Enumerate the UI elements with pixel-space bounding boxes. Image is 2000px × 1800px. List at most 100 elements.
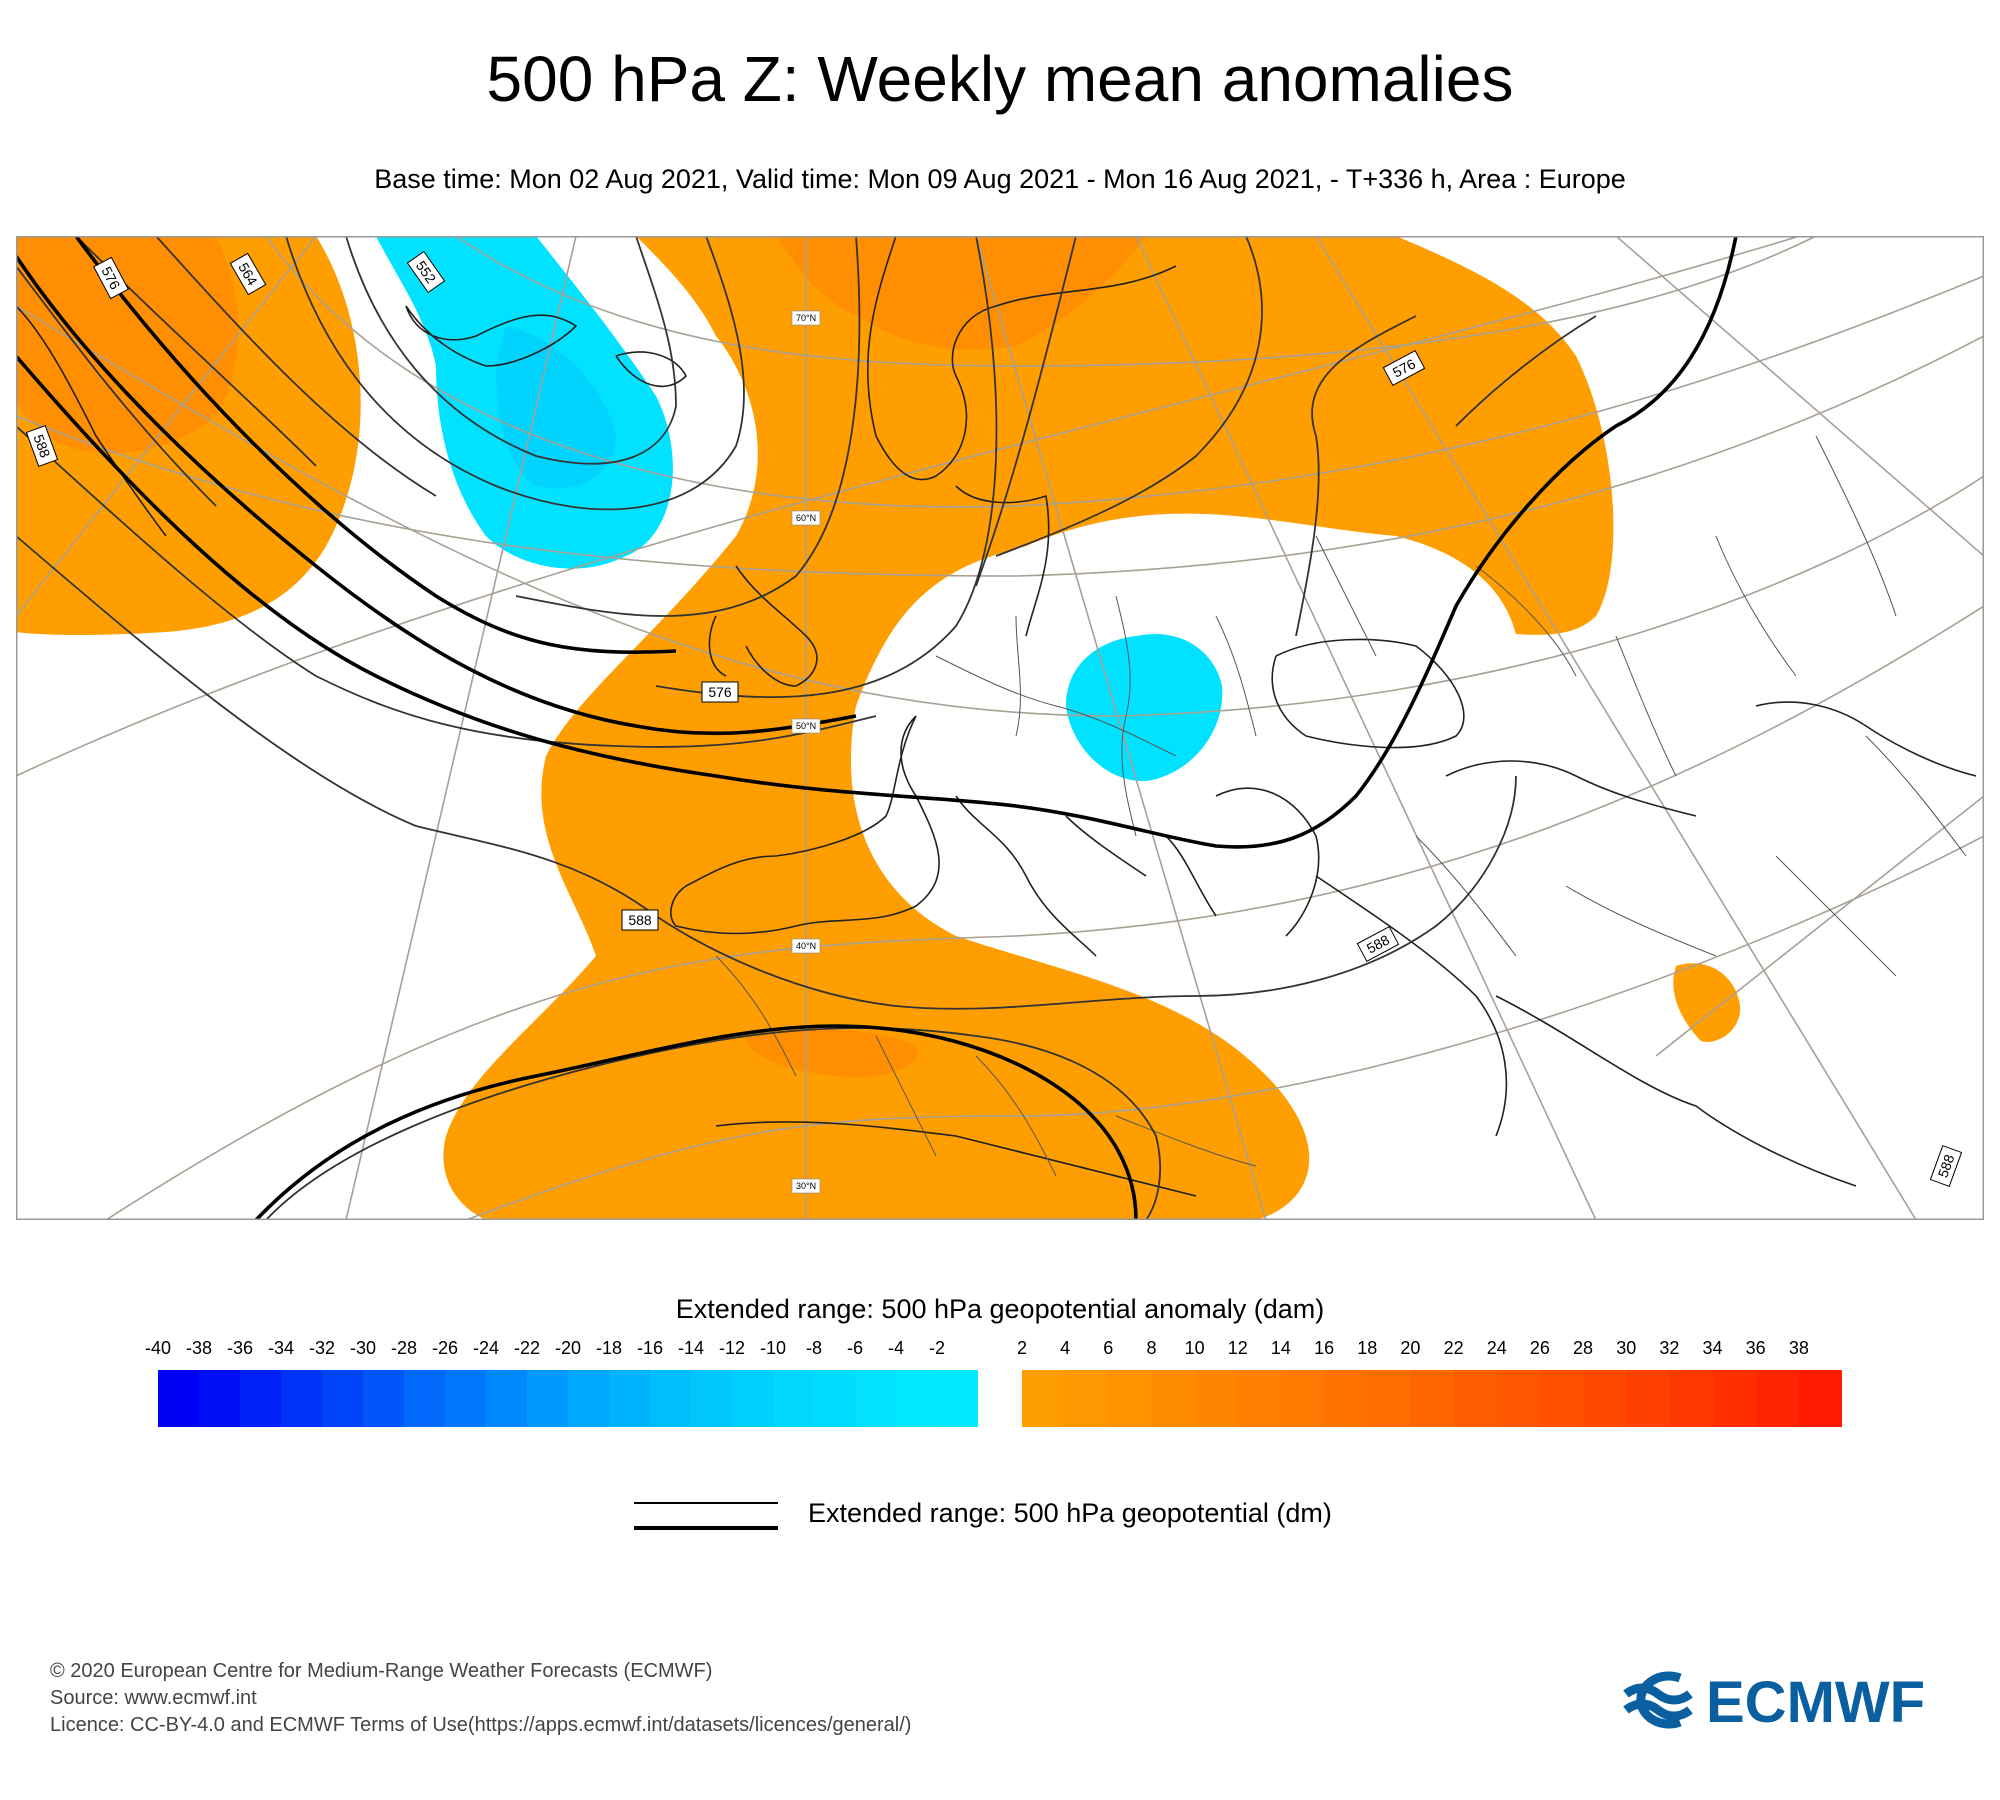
colorbar-swatch [1583, 1370, 1627, 1427]
colorbar-tick: 4 [1060, 1338, 1071, 1358]
colorbar-swatch [1410, 1370, 1454, 1427]
colorbar-swatch [650, 1370, 691, 1427]
colorbar-tick: 2 [1016, 1338, 1028, 1358]
colorbar-swatch [1712, 1370, 1756, 1427]
colorbar-swatch [404, 1370, 445, 1427]
colorbar-swatch [1022, 1370, 1066, 1427]
ecmwf-logo: ECMWF [1623, 1670, 1925, 1735]
colorbar-tick: 12 [1227, 1338, 1248, 1358]
anomaly-area-middle-east [1673, 963, 1741, 1042]
colorbar-tick: -38 [185, 1338, 213, 1358]
colorbar-tick: -16 [636, 1338, 664, 1358]
colorbar-swatch [1496, 1370, 1540, 1427]
colorbar-swatch [1280, 1370, 1325, 1427]
colorbar-tick: -22 [513, 1338, 541, 1358]
colorbar-swatch [1626, 1370, 1670, 1427]
colorbar-tick: 22 [1443, 1338, 1464, 1358]
colorbar-swatch [158, 1370, 199, 1427]
colorbar-tick: 34 [1702, 1338, 1723, 1358]
colorbar-swatch [1237, 1370, 1281, 1427]
colorbar-swatch [937, 1370, 978, 1427]
geopotential-contours [16, 236, 1597, 1220]
colorbar-swatch [568, 1370, 609, 1427]
coastlines [16, 236, 1977, 1197]
colorbar-tick: -10 [759, 1338, 787, 1358]
colorbar-swatch [1151, 1370, 1195, 1427]
colorbar-tick: 36 [1745, 1338, 1766, 1358]
country-borders [715, 435, 1967, 1177]
colorbar-tick: 28 [1573, 1338, 1594, 1358]
colorbar-swatch [691, 1370, 732, 1427]
colorbar-negative [158, 1370, 978, 1427]
map-frame [16, 236, 1984, 1220]
colorbar-ticks: -40 -38 -36 -34 -32 -30 -28 -26 -24 -22 -20 -18 -16-… [0, 1338, 2000, 1362]
contour-label: 576 [708, 684, 732, 700]
colorbar-tick: -2 [928, 1338, 946, 1358]
colorbar-swatch [1194, 1370, 1238, 1427]
colorbar-tick: -34 [267, 1338, 295, 1358]
colorbar-swatch [1065, 1370, 1109, 1427]
colorbar-tick: -32 [308, 1338, 336, 1358]
colorbar-tick: -30 [349, 1338, 377, 1358]
colorbar-tick: 32 [1659, 1338, 1680, 1358]
colorbar-swatch [281, 1370, 322, 1427]
contour-label: 588 [628, 912, 652, 928]
colorbar-tick: 30 [1616, 1338, 1637, 1358]
colorbar-tick: 6 [1103, 1338, 1114, 1358]
colorbar-swatch [1108, 1370, 1152, 1427]
latitude-labels: 70°N 60°N 50°N 40°N 30°N [791, 310, 821, 1194]
colorbar-tick: -12 [718, 1338, 746, 1358]
colorbar-swatch [363, 1370, 404, 1427]
colorbar-tick: 20 [1400, 1338, 1421, 1358]
contour-labels: 576 564 552 588 576 576 588 588 [25, 250, 1963, 1187]
colorbar-swatch [1324, 1370, 1368, 1427]
colorbar-tick: -20 [554, 1338, 582, 1358]
colorbar-swatch [322, 1370, 363, 1427]
colorbar-swatch [527, 1370, 568, 1427]
colorbar-swatch [1453, 1370, 1497, 1427]
colorbar-swatch [732, 1370, 773, 1427]
colorbar-swatch [445, 1370, 486, 1427]
colorbar-tick: -18 [595, 1338, 623, 1358]
anomaly-legend-title: Extended range: 500 hPa geopotential ano… [675, 1294, 1325, 1324]
lat-label: 40°N [796, 941, 816, 951]
colorbar-tick: 26 [1529, 1338, 1550, 1358]
colorbar-tick: -8 [805, 1338, 823, 1358]
anomaly-area-europe-north [443, 236, 1614, 1220]
colorbar-swatch [609, 1370, 650, 1427]
anomaly-area-central-europe [1066, 634, 1223, 782]
colorbar-swatch [1669, 1370, 1713, 1427]
logo-text: ECMWF [1706, 1670, 1925, 1735]
licence-line: Licence: CC-BY-4.0 and ECMWF Terms of Us… [50, 1714, 912, 1736]
graticule [16, 236, 1984, 1220]
chart-subtitle: Base time: Mon 02 Aug 2021, Valid time: … [374, 164, 1626, 194]
colorbar-tick: 8 [1146, 1338, 1157, 1358]
source-line: Source: www.ecmwf.int [50, 1687, 257, 1709]
colorbar-tick: 10 [1184, 1338, 1205, 1358]
contour-label: 588 [30, 432, 53, 460]
colorbar-tick: -36 [226, 1338, 254, 1358]
colorbar-tick: 38 [1788, 1338, 1809, 1358]
colorbar-tick: 16 [1314, 1338, 1335, 1358]
colorbar-tick: -24 [472, 1338, 500, 1358]
lat-label: 30°N [796, 1181, 816, 1191]
colorbar-tick: 18 [1357, 1338, 1378, 1358]
colorbar-tick: 14 [1270, 1338, 1291, 1358]
colorbar-tick: -4 [887, 1338, 905, 1358]
colorbar-swatch [855, 1370, 896, 1427]
lat-label: 50°N [796, 721, 816, 731]
colorbar-tick: -28 [390, 1338, 418, 1358]
colorbar-tick: -26 [431, 1338, 459, 1358]
lat-label: 70°N [796, 313, 816, 323]
thick-geopotential-contours [16, 236, 1738, 1220]
copyright-line: © 2020 European Centre for Medium-Range … [50, 1660, 713, 1682]
colorbar-swatch [199, 1370, 240, 1427]
contour-label: 588 [1934, 1152, 1957, 1180]
colorbar-tick: -6 [846, 1338, 864, 1358]
colorbar-swatch [1367, 1370, 1411, 1427]
colorbar-tick: -40 [144, 1338, 172, 1358]
colorbar-swatch [486, 1370, 527, 1427]
colorbar-swatch [1755, 1370, 1799, 1427]
geopotential-legend-label: Extended range: 500 hPa geopotential (dm… [808, 1498, 1332, 1528]
colorbar-positive [1022, 1370, 1842, 1427]
